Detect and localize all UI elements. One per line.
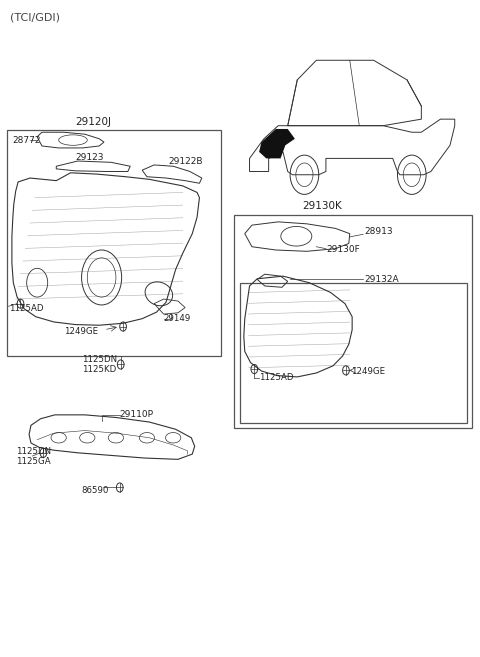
Text: 1125DN: 1125DN (16, 447, 51, 456)
Text: 1125DN: 1125DN (82, 355, 117, 365)
Text: 28913: 28913 (364, 227, 393, 236)
Text: 1125AD: 1125AD (9, 304, 43, 313)
Text: 29123: 29123 (75, 152, 104, 162)
Text: 1249GE: 1249GE (351, 367, 385, 376)
Text: 1249GE: 1249GE (64, 327, 98, 336)
Text: 29122B: 29122B (168, 157, 203, 166)
Polygon shape (259, 129, 295, 158)
Text: 29120J: 29120J (75, 118, 111, 127)
Text: 1125GA: 1125GA (16, 457, 50, 466)
Text: 29132A: 29132A (364, 275, 399, 284)
Text: 29130F: 29130F (326, 246, 360, 254)
Text: 29130K: 29130K (302, 200, 342, 210)
Bar (7, 130, 221, 356)
Text: 29110P: 29110P (120, 411, 154, 419)
Text: 29149: 29149 (164, 314, 191, 323)
Text: (TCI/GDI): (TCI/GDI) (10, 12, 60, 23)
Text: 1125AD: 1125AD (259, 373, 294, 382)
Bar (240, 283, 467, 423)
Text: 86590: 86590 (82, 486, 109, 495)
Text: 1125KD: 1125KD (82, 365, 116, 374)
Bar (234, 215, 472, 428)
Text: 28772: 28772 (12, 135, 40, 145)
